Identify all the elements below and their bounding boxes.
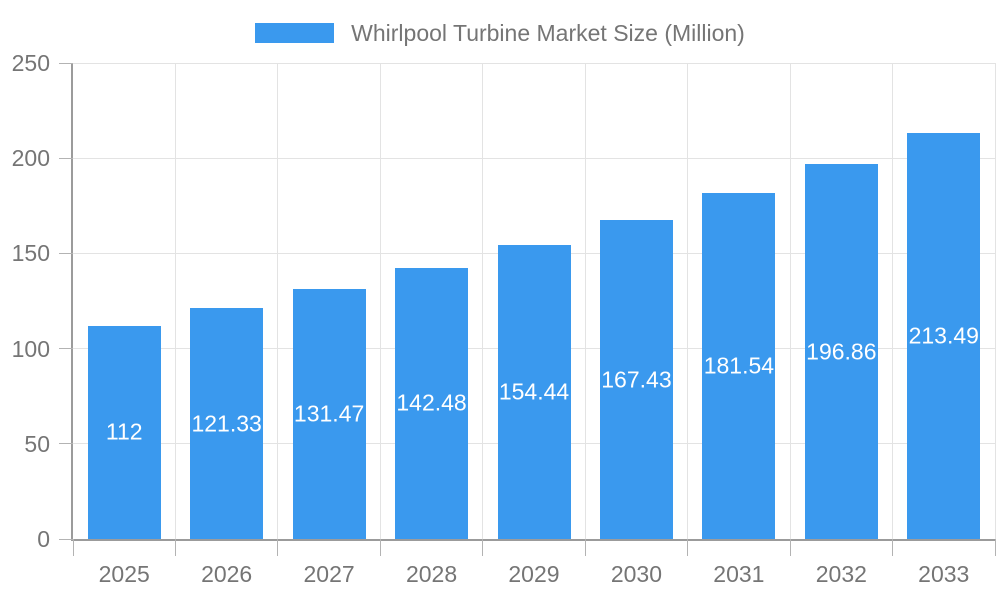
x-axis-label: 2027 xyxy=(303,561,355,587)
x-axis-label: 2032 xyxy=(815,561,867,587)
bar-2031: 181.54 xyxy=(702,193,776,539)
x-axis-label: 2029 xyxy=(508,561,560,587)
chart-legend[interactable]: Whirlpool Turbine Market Size (Million) xyxy=(0,18,1000,48)
bar-value-label: 196.86 xyxy=(806,338,877,365)
x-gridline xyxy=(379,63,381,539)
bar-value-label: 181.54 xyxy=(703,352,775,379)
y-gridline xyxy=(73,157,995,159)
x-axis-tick xyxy=(379,539,381,556)
y-gridline xyxy=(73,62,995,64)
y-axis-tick xyxy=(59,538,73,540)
bar-2033: 213.49 xyxy=(907,132,981,539)
x-gridline xyxy=(482,63,484,539)
legend-label: Whirlpool Turbine Market Size (Million) xyxy=(351,20,745,46)
y-axis-label: 50 xyxy=(24,430,50,457)
x-gridline xyxy=(892,63,894,539)
bar-value-label: 121.33 xyxy=(191,410,262,436)
x-axis-tick xyxy=(174,539,176,556)
x-axis-tick xyxy=(584,539,586,556)
x-gridline xyxy=(174,63,176,539)
x-axis-tick xyxy=(72,539,74,556)
bar-2025: 112 xyxy=(87,325,161,539)
x-axis-label: 2030 xyxy=(610,561,663,587)
x-axis-tick xyxy=(789,539,791,556)
y-axis-label: 100 xyxy=(11,335,50,362)
bar-2029: 154.44 xyxy=(497,244,571,539)
x-axis-tick xyxy=(994,539,996,556)
x-gridline xyxy=(994,63,996,539)
x-gridline xyxy=(277,63,279,539)
bar-value-label: 131.47 xyxy=(293,400,365,427)
x-gridline xyxy=(687,63,689,539)
x-axis-tick xyxy=(277,539,279,556)
x-axis-label: 2033 xyxy=(918,561,970,587)
y-axis-tick xyxy=(59,348,73,350)
x-gridline xyxy=(789,63,791,539)
bar-value-label: 154.44 xyxy=(498,378,570,405)
plot-area: 112 121.33 131.47 142.48 154.44 167.43 181.54 1… xyxy=(71,62,996,541)
x-gridline xyxy=(584,63,586,539)
bar-2030: 167.43 xyxy=(599,220,673,539)
bar-value-label: 112 xyxy=(105,418,143,445)
y-axis-tick xyxy=(59,157,73,159)
x-axis-tick xyxy=(892,539,894,556)
bar-2032: 196.86 xyxy=(804,164,878,539)
x-axis-label: 2031 xyxy=(713,561,765,587)
y-axis-tick xyxy=(59,443,73,445)
y-axis-tick xyxy=(59,252,73,254)
x-axis-label: 2028 xyxy=(405,561,458,587)
x-axis-tick xyxy=(482,539,484,556)
bar-value-label: 142.48 xyxy=(396,389,467,416)
bar-value-label: 167.43 xyxy=(601,366,672,393)
bar-2027: 131.47 xyxy=(292,288,366,539)
y-axis-label: 250 xyxy=(11,50,50,76)
x-axis-label: 2025 xyxy=(98,561,150,587)
y-axis-label: 150 xyxy=(11,240,50,267)
y-axis-label: 0 xyxy=(37,526,50,552)
y-axis-label: 200 xyxy=(11,145,50,172)
x-axis-tick xyxy=(687,539,689,556)
bar-2026: 121.33 xyxy=(190,308,264,539)
bar-value-label: 213.49 xyxy=(908,322,979,349)
legend-swatch-icon xyxy=(255,23,335,43)
x-axis-label: 2026 xyxy=(201,561,253,587)
bar-2028: 142.48 xyxy=(395,267,469,539)
y-axis-tick xyxy=(59,62,73,64)
